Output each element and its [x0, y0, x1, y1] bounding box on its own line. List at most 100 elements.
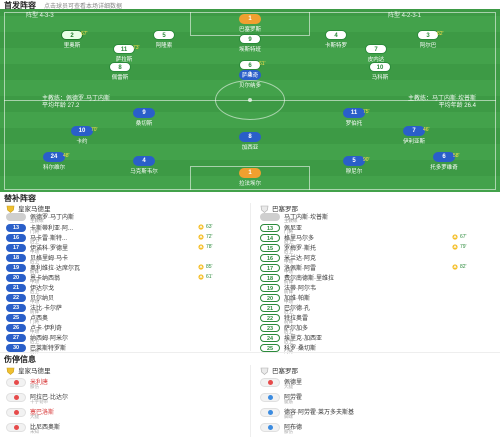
sub-player-row[interactable]: 23 法比·卡尔萨 前锋	[6, 303, 251, 314]
injury-icon	[6, 393, 26, 402]
sub-player-row[interactable]: 16 米兰达·阿克 中场	[260, 253, 500, 264]
home-player[interactable]: 10 70' 卡约	[58, 126, 106, 145]
player-name: 埃斯特班	[238, 47, 261, 53]
jersey-number: 21	[260, 304, 280, 312]
sub-player-row[interactable]: 13 佩尼亚 门将	[260, 223, 500, 234]
home-team-logo	[6, 367, 15, 376]
injury-row[interactable]: 佩德里 大腿	[260, 376, 500, 390]
sub-player-row[interactable]: 19 法蒂·阿尔韦 前锋	[260, 283, 500, 294]
injury-reason: 脚踝	[284, 414, 293, 419]
injury-reason: 膝伤	[284, 429, 293, 434]
player-name: 贝尔纳贝	[30, 296, 55, 302]
injury-row[interactable]: 塞巴洛斯 大腿	[6, 406, 251, 420]
sub-player-row[interactable]: 26 卢卡·伊利奇 中场	[6, 323, 251, 334]
away-player[interactable]: 6 61' 萨维奇	[226, 60, 274, 79]
away-player[interactable]: 11 73' 萨拉斯	[100, 44, 148, 63]
home-player[interactable]: 11 75' 罗伯托	[330, 108, 378, 127]
sub-player-row[interactable]: 21 伊达尔戈 后卫	[6, 283, 251, 294]
injury-dot	[14, 410, 19, 415]
home-player[interactable]: 4 马克斯韦尔	[120, 156, 168, 175]
player-position: 前锋	[30, 309, 39, 314]
injury-icon	[260, 423, 280, 432]
injured-player-name: 米利唐	[30, 380, 49, 386]
away-player[interactable]: 9 埃斯特班	[226, 34, 274, 53]
home-player[interactable]: 5 90' 穆尼尔	[330, 156, 378, 175]
sub-player-row[interactable]: 17 伊诺科·罗德里 中场 78'	[6, 243, 251, 254]
sub-player-row[interactable]: 14 格里马尔多 后卫 67'	[260, 233, 500, 244]
jersey-number: 6	[239, 60, 261, 70]
player-name: 贝尔纳多	[238, 83, 261, 89]
injury-reason: 大腿	[30, 414, 39, 419]
sub-player-row[interactable]: 20 加维·帕斯 中场	[260, 293, 500, 304]
home-player[interactable]: 7 46' 伊利亚斯	[390, 126, 438, 145]
sub-player-row[interactable]: 25 卢西奥 门将	[6, 313, 251, 324]
sub-player-row[interactable]: 30 巴莱斯特罗斯前锋	[6, 343, 251, 354]
injury-icon	[6, 378, 26, 387]
player-position: 中场	[284, 269, 293, 274]
pitch-stripe	[0, 144, 500, 160]
subs-away-team[interactable]: 巴塞罗那	[260, 203, 298, 214]
sub-in-icon	[198, 224, 204, 230]
away-coach-row[interactable]: 马丁内斯·坎普斯 主教练	[260, 212, 500, 223]
sub-player-row[interactable]: 23 萨尔加多 后卫	[260, 323, 500, 334]
injuries-away-team[interactable]: 巴塞罗那	[260, 365, 298, 376]
sub-player-row[interactable]: 25 科罗·桑切斯门将	[260, 343, 500, 354]
home-player[interactable]: 24 48' 科尔维尔	[30, 152, 78, 171]
player-name: 萨尔加多	[284, 326, 309, 332]
jersey-number: 16	[6, 234, 26, 242]
sub-player-row[interactable]: 18 贝格里姆·马卡 后卫	[6, 253, 251, 264]
sub-player-row[interactable]: 19 奥利维拉·达席尔瓦 前锋 85'	[6, 263, 251, 274]
home-coach: 主教练：佩德罗·马丁内斯 平均年龄 27.2	[42, 96, 110, 110]
jersey-number: 3	[417, 30, 439, 40]
sub-player-row[interactable]: 22 特拉奥雷 前锋	[260, 313, 500, 324]
sub-in-time: 85'	[206, 264, 213, 270]
injury-row[interactable]: 阿劳霍 腿筋	[260, 391, 500, 405]
away-player[interactable]: 3 82' 阿尔巴	[404, 30, 452, 49]
away-player[interactable]: 4 卡斯特罗	[312, 30, 360, 49]
injuries-divider	[250, 365, 251, 437]
injury-row[interactable]: 阿布德 膝伤	[260, 421, 500, 435]
injured-player-name: 塞巴洛斯	[30, 410, 55, 416]
away-player[interactable]: 2 67' 里奥斯	[48, 30, 96, 49]
subs-home-team[interactable]: 皇家马德里	[6, 203, 51, 214]
jersey-number: 16	[260, 254, 280, 262]
jersey-number: 4	[133, 156, 155, 166]
away-player[interactable]: 1 巴塞罗斯	[226, 14, 274, 33]
substitution-time: 67'	[81, 31, 88, 37]
home-formation: 阵型 4-3-3	[26, 13, 54, 19]
away-player[interactable]: 8 佩雷斯	[96, 62, 144, 81]
home-player[interactable]: 9 桑切斯	[120, 108, 168, 127]
player-position: 中场	[30, 279, 39, 284]
home-player[interactable]: 1 拉法埃尔	[226, 168, 274, 187]
away-player[interactable]: 5 阿隆索	[140, 30, 188, 49]
sub-player-row[interactable]: 15 罗梅罗·斯托 后卫 79'	[260, 243, 500, 254]
injuries-home-team[interactable]: 皇家马德里	[6, 365, 51, 376]
injury-row[interactable]: 德容·阿劳霍·莱万多夫斯基 脚踝	[260, 406, 500, 420]
sub-player-row[interactable]: 22 贝尔纳贝 中场	[6, 293, 251, 304]
injury-icon	[6, 408, 26, 417]
sub-player-row[interactable]: 13 卡斯蒂利亚·阿... 门将 63'	[6, 223, 251, 234]
away-player[interactable]: 7 皮内达	[352, 44, 400, 63]
player-name: 里奥斯	[63, 43, 81, 49]
sub-player-row[interactable]: 24 埃里克·加西亚 后卫	[260, 333, 500, 344]
home-coach-row[interactable]: 佩德罗·马丁内斯 主教练	[6, 212, 251, 223]
sub-player-row[interactable]: 20 恩卡纳西翁 中场 61'	[6, 273, 251, 284]
injury-row[interactable]: 阿拉巴·比达尔 十字韧带	[6, 391, 251, 405]
sub-player-row[interactable]: 16 马卡雷·斯特... 后卫 72'	[6, 233, 251, 244]
jersey-number: 11	[343, 108, 365, 118]
home-player[interactable]: 6 58' 托多罗维奇	[420, 152, 468, 171]
sub-player-row[interactable]: 21 巴尔德·孔 后卫	[260, 303, 500, 314]
sub-in-icon	[198, 244, 204, 250]
away-player[interactable]: 10 马科斯	[356, 62, 404, 81]
injury-row[interactable]: 比尼西奥斯 未知	[6, 421, 251, 435]
jersey-number: 9	[239, 34, 261, 44]
player-name: 伊诺科·罗德里	[30, 246, 68, 252]
injury-reason: 膝伤	[30, 384, 39, 389]
home-player[interactable]: 8 加西亚	[226, 132, 274, 151]
home-player[interactable]: 3 贝尔纳多	[226, 70, 274, 89]
sub-player-row[interactable]: 17 洛佩斯·阿雷 中场 82'	[260, 263, 500, 274]
injury-reason: 腿筋	[284, 399, 293, 404]
sub-player-row[interactable]: 18 费尔南德斯·里维拉 前锋	[260, 273, 500, 284]
injury-row[interactable]: 米利唐 膝伤	[6, 376, 251, 390]
sub-player-row[interactable]: 27 纳西姆·阿米尔 后卫	[6, 333, 251, 344]
